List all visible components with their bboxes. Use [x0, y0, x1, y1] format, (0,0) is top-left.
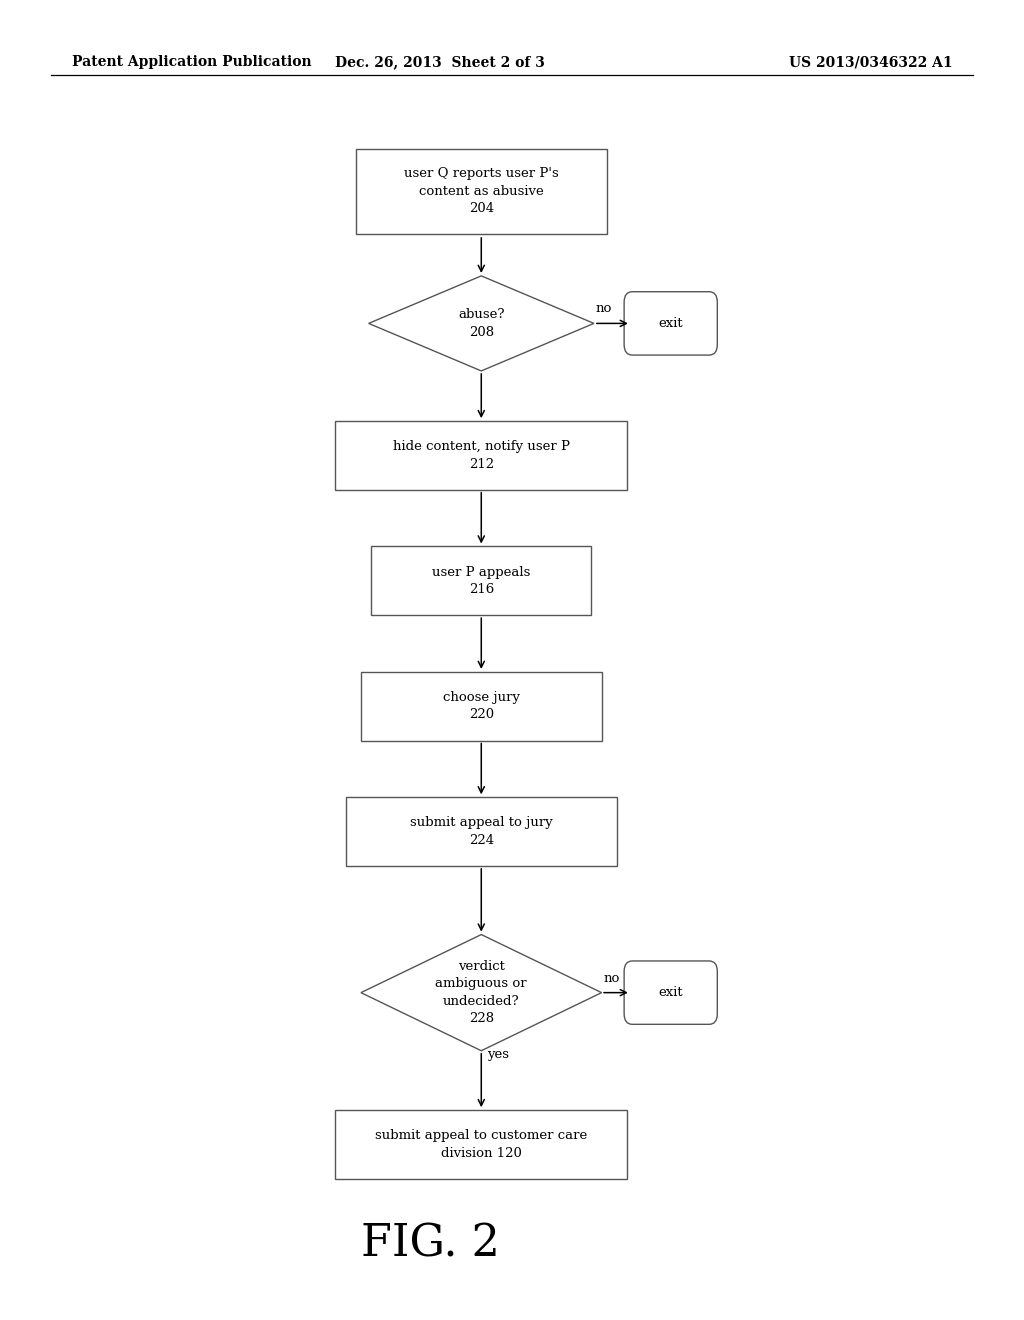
Text: exit: exit — [658, 317, 683, 330]
FancyBboxPatch shape — [360, 672, 601, 741]
Text: no: no — [603, 972, 620, 985]
FancyBboxPatch shape — [345, 797, 616, 866]
FancyBboxPatch shape — [336, 1110, 627, 1179]
Polygon shape — [360, 935, 601, 1051]
Text: user Q reports user P's
content as abusive
204: user Q reports user P's content as abusi… — [403, 168, 559, 215]
Text: choose jury
220: choose jury 220 — [442, 690, 520, 722]
Text: no: no — [596, 302, 612, 315]
Text: yes: yes — [487, 1048, 509, 1061]
Text: US 2013/0346322 A1: US 2013/0346322 A1 — [788, 55, 952, 69]
Polygon shape — [369, 276, 594, 371]
FancyBboxPatch shape — [625, 961, 717, 1024]
Text: Patent Application Publication: Patent Application Publication — [72, 55, 311, 69]
Text: exit: exit — [658, 986, 683, 999]
Text: abuse?
208: abuse? 208 — [458, 308, 505, 339]
Text: user P appeals
216: user P appeals 216 — [432, 565, 530, 597]
Text: verdict
ambiguous or
undecided?
228: verdict ambiguous or undecided? 228 — [435, 960, 527, 1026]
Text: hide content, notify user P
212: hide content, notify user P 212 — [393, 440, 569, 471]
FancyBboxPatch shape — [371, 546, 592, 615]
FancyBboxPatch shape — [625, 292, 717, 355]
Text: submit appeal to jury
224: submit appeal to jury 224 — [410, 816, 553, 847]
Text: submit appeal to customer care
division 120: submit appeal to customer care division … — [375, 1129, 588, 1160]
Text: Dec. 26, 2013  Sheet 2 of 3: Dec. 26, 2013 Sheet 2 of 3 — [336, 55, 545, 69]
FancyBboxPatch shape — [356, 149, 606, 235]
Text: FIG. 2: FIG. 2 — [360, 1222, 500, 1265]
FancyBboxPatch shape — [336, 421, 627, 490]
